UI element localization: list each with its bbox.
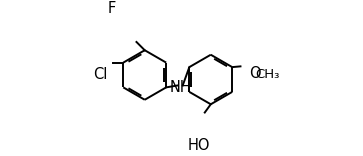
Text: NH: NH: [170, 80, 191, 95]
Text: HO: HO: [188, 138, 210, 153]
Text: F: F: [108, 1, 116, 16]
Text: O: O: [249, 66, 261, 81]
Text: CH₃: CH₃: [256, 68, 280, 81]
Text: Cl: Cl: [93, 68, 107, 83]
